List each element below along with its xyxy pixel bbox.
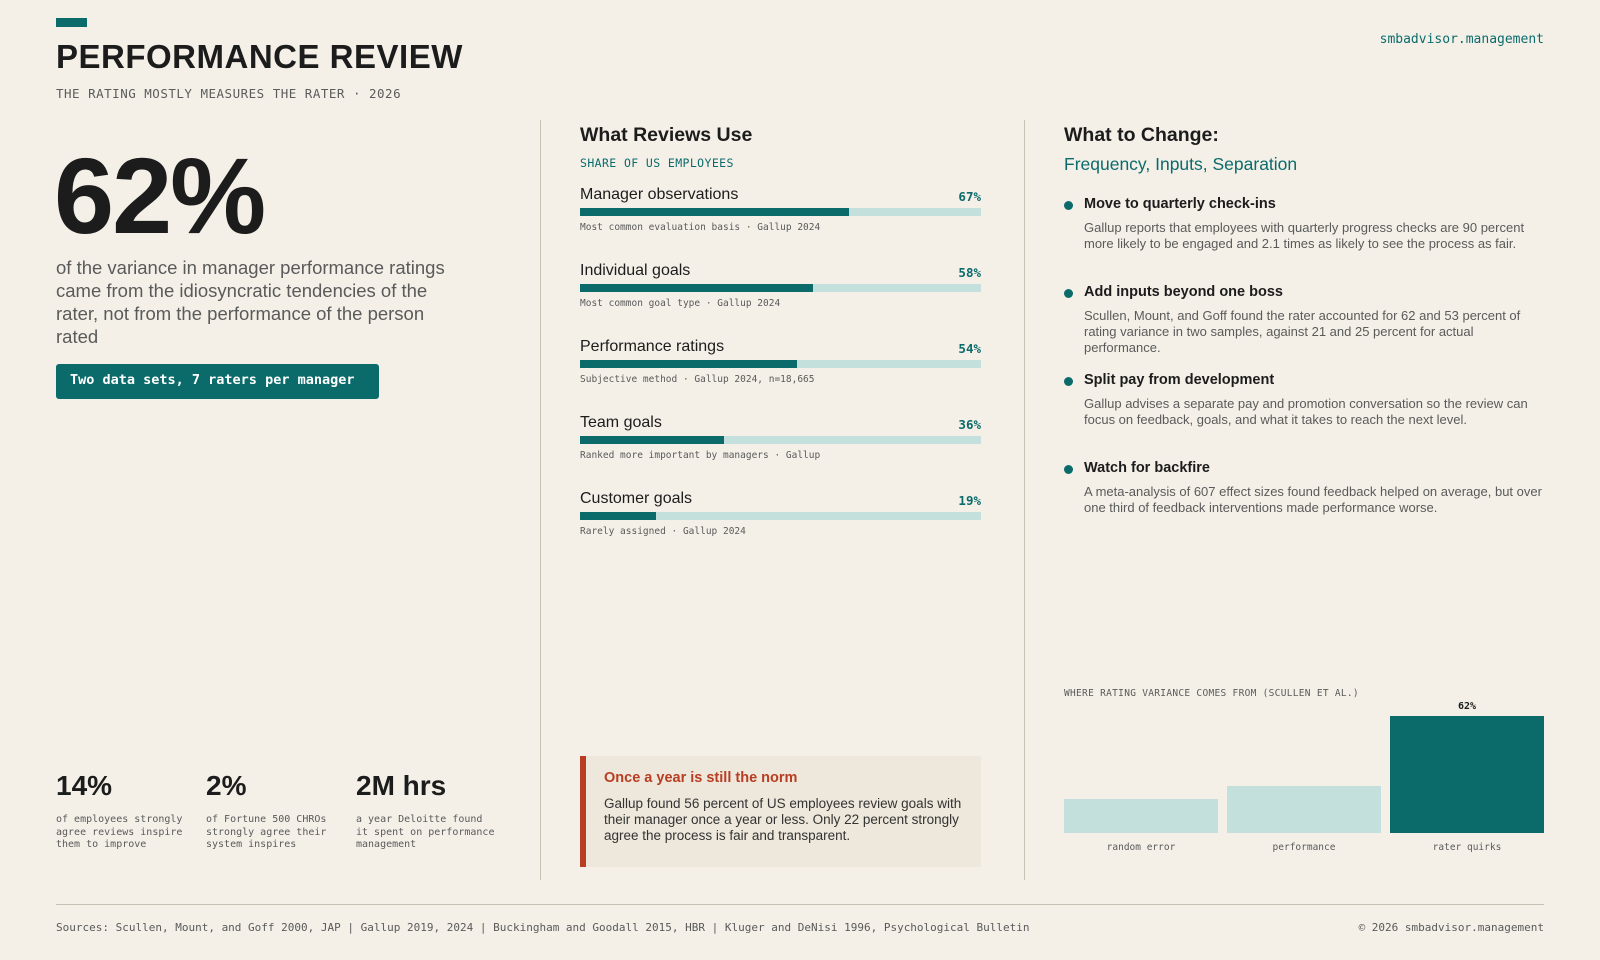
usage-bar-item: Customer goals 19% Rarely assigned · Gallu… xyxy=(580,490,981,537)
footer-copyright: © 2026 smbadvisor.management xyxy=(1358,921,1544,934)
hero-stat: 62% xyxy=(54,135,266,256)
usage-bar-value: 36% xyxy=(958,417,981,432)
usage-bar-item: Individual goals 58% Most common goal type… xyxy=(580,262,981,309)
change-item-title: Watch for backfire xyxy=(1084,460,1210,476)
change-heading: What to Change: xyxy=(1064,124,1219,146)
usage-bar-note: Rarely assigned · Gallup 2024 xyxy=(580,526,746,537)
usage-bar-track xyxy=(580,284,981,292)
site-name: smbadvisor.management xyxy=(1379,32,1544,47)
change-subheading: Frequency, Inputs, Separation xyxy=(1064,154,1298,174)
usage-bar-value: 58% xyxy=(958,265,981,280)
mini-stat-value: 2% xyxy=(206,770,247,801)
usage-bar-fill xyxy=(580,208,849,216)
usage-bar-track xyxy=(580,436,981,444)
usage-bar-item: Manager observations 67% Most common evalu… xyxy=(580,186,981,233)
change-item: Watch for backfire A meta-analysis of 60… xyxy=(1064,460,1544,516)
hero-description: of the variance in manager performance r… xyxy=(56,257,445,347)
page-title: PERFORMANCE REVIEW xyxy=(56,38,463,75)
change-item-title: Move to quarterly check-ins xyxy=(1084,196,1276,212)
usage-bar-note: Ranked more important by managers · Gall… xyxy=(580,450,821,461)
callout-body: Gallup found 56 percent of US employees … xyxy=(604,796,962,843)
usage-bar-item: Team goals 36% Ranked more important by ma… xyxy=(580,414,981,461)
change-item-body: Gallup reports that employees with quart… xyxy=(1084,220,1525,251)
variance-bar xyxy=(1390,716,1544,833)
uses-subheading: SHARE OF US EMPLOYEES xyxy=(580,156,734,170)
accent-bar xyxy=(56,18,87,27)
usage-bar-label: Performance ratings xyxy=(580,338,725,355)
change-item: Add inputs beyond one boss Scullen, Moun… xyxy=(1064,284,1544,356)
mini-stat-caption: of employees strongly agree reviews insp… xyxy=(56,814,183,850)
uses-heading: What Reviews Use xyxy=(580,124,753,146)
usage-bar-note: Subjective method · Gallup 2024, n=18,66… xyxy=(580,374,815,385)
column-divider-right xyxy=(1024,120,1025,880)
usage-bar-note: Most common evaluation basis · Gallup 20… xyxy=(580,222,821,233)
variance-bar xyxy=(1227,785,1381,833)
change-item-title: Split pay from development xyxy=(1084,372,1275,388)
bullet-dot-icon xyxy=(1064,289,1073,298)
usage-bar-note: Most common goal type · Gallup 2024 xyxy=(580,298,781,309)
usage-bar-fill xyxy=(580,436,725,444)
usage-bar-label: Individual goals xyxy=(580,262,691,279)
mini-stat: 14% of employees strongly agree reviews … xyxy=(56,772,196,852)
footer-divider xyxy=(56,904,1544,905)
mini-stat-caption: a year Deloitte found it spent on perfor… xyxy=(356,814,495,850)
change-item-body: Gallup advises a separate pay and promot… xyxy=(1084,396,1528,427)
variance-chart-title: WHERE RATING VARIANCE COMES FROM (SCULLE… xyxy=(1064,688,1359,699)
mini-stat-value: 2M hrs xyxy=(356,770,447,801)
usage-bar-track xyxy=(580,360,981,368)
page-subtitle: THE RATING MOSTLY MEASURES THE RATER · 2… xyxy=(56,86,402,101)
change-item-body: Scullen, Mount, and Goff found the rater… xyxy=(1084,308,1521,355)
change-item-title: Add inputs beyond one boss xyxy=(1084,284,1283,300)
callout-box: Once a year is still the norm Gallup fou… xyxy=(580,756,981,867)
usage-bar-label: Customer goals xyxy=(580,490,693,507)
usage-bar-fill xyxy=(580,284,813,292)
variance-bar-value: 62% xyxy=(1457,701,1477,712)
variance-bar xyxy=(1064,799,1218,833)
usage-bar-track xyxy=(580,208,981,216)
variance-bar-label: performance xyxy=(1272,842,1336,853)
bullet-dot-icon xyxy=(1064,465,1073,474)
footer-sources: Sources: Scullen, Mount, and Goff 2000, … xyxy=(56,921,1030,934)
mini-stat: 2% of Fortune 500 CHROs strongly agree t… xyxy=(206,772,346,852)
usage-bar-value: 67% xyxy=(958,189,981,204)
variance-bar-label: random error xyxy=(1106,842,1176,853)
usage-bar-label: Team goals xyxy=(580,414,662,431)
usage-bar-value: 54% xyxy=(958,341,981,356)
mini-stat-value: 14% xyxy=(56,770,113,801)
column-divider-left xyxy=(540,120,541,880)
variance-bar-label: rater quirks xyxy=(1432,842,1502,853)
usage-bar-track xyxy=(580,512,981,520)
mini-stat-caption: of Fortune 500 CHROs strongly agree thei… xyxy=(206,814,327,850)
usage-bar-fill xyxy=(580,360,797,368)
usage-bar-fill xyxy=(580,512,657,520)
hero-pill: Two data sets, 7 raters per manager xyxy=(56,364,379,399)
usage-bar-value: 19% xyxy=(958,493,981,508)
bullet-dot-icon xyxy=(1064,377,1073,386)
change-item: Split pay from development Gallup advise… xyxy=(1064,372,1544,428)
bullet-dot-icon xyxy=(1064,201,1073,210)
usage-bar-item: Performance ratings 54% Subjective method … xyxy=(580,338,981,385)
change-item: Move to quarterly check-ins Gallup repor… xyxy=(1064,196,1544,252)
callout-heading: Once a year is still the norm xyxy=(604,770,798,786)
mini-stat: 2M hrs a year Deloitte found it spent on… xyxy=(356,772,496,852)
change-item-body: A meta-analysis of 607 effect sizes foun… xyxy=(1084,484,1542,515)
usage-bar-label: Manager observations xyxy=(580,186,739,203)
